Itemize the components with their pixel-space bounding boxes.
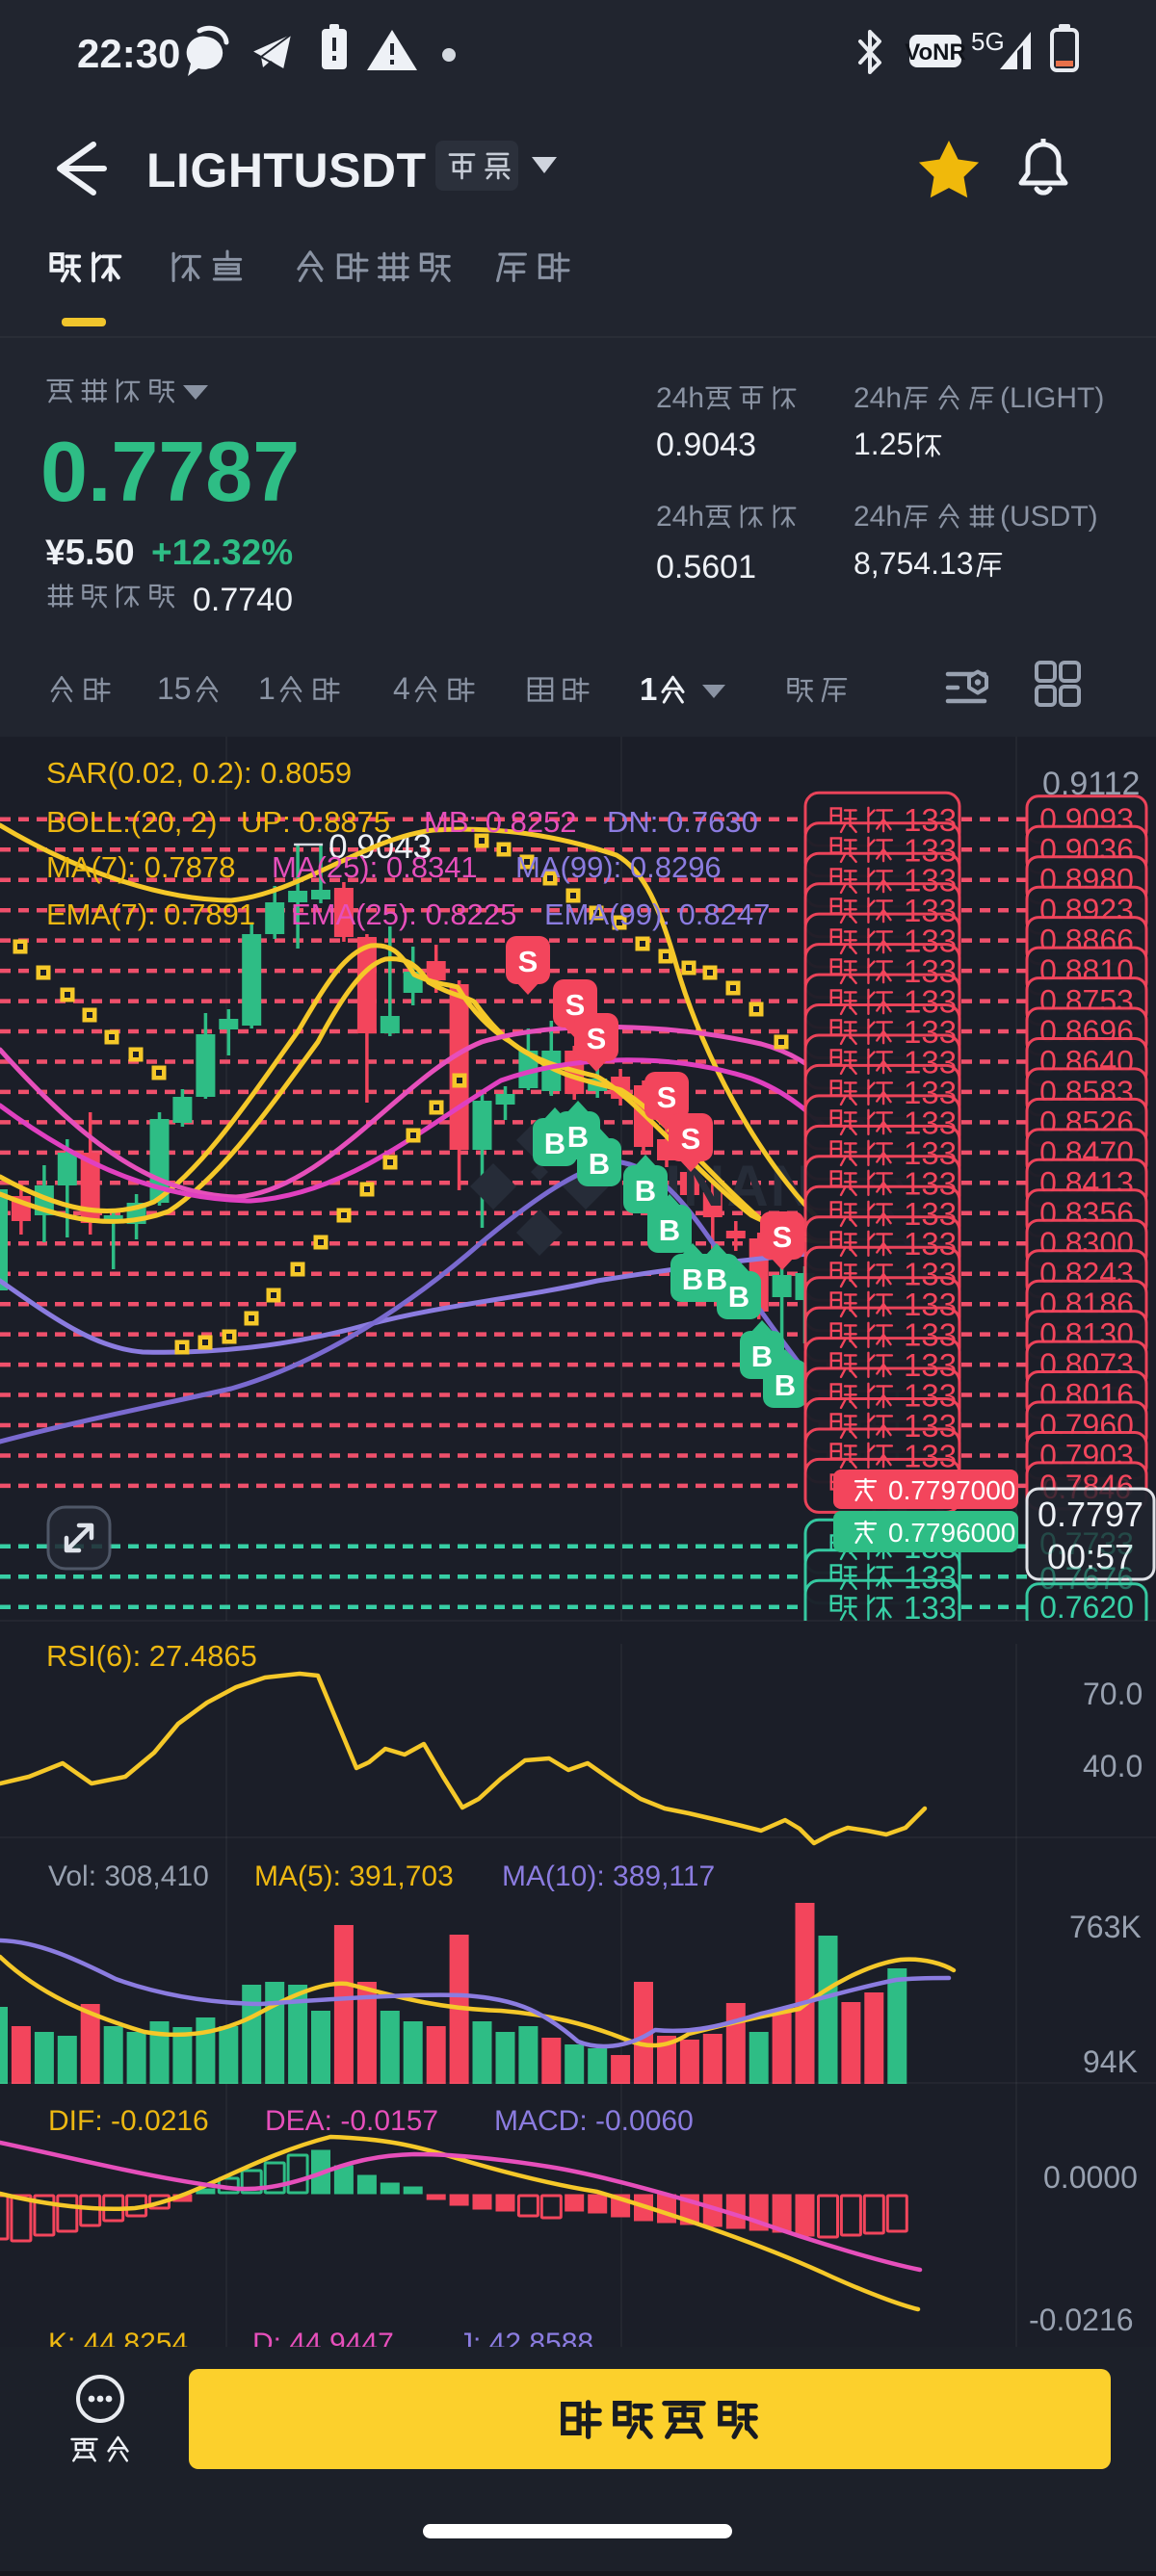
svg-text:0.7797000: 0.7797000 — [888, 1475, 1015, 1505]
svg-text:-0.0216: -0.0216 — [1029, 2303, 1134, 2337]
svg-text:B: B — [682, 1262, 703, 1296]
svg-text:MA(99): 0.8296: MA(99): 0.8296 — [515, 850, 722, 884]
svg-text:UP: 0.8875: UP: 0.8875 — [241, 805, 390, 839]
svg-text:133: 133 — [904, 924, 957, 959]
svg-text:133: 133 — [904, 984, 957, 1020]
svg-text:S: S — [657, 1080, 677, 1114]
svg-text:LIGHTUSDT: LIGHTUSDT — [146, 143, 427, 197]
svg-text:24h: 24h — [656, 501, 704, 533]
svg-text:133: 133 — [904, 1347, 957, 1383]
svg-text:0.9043: 0.9043 — [656, 427, 756, 463]
svg-text:S: S — [587, 1022, 607, 1055]
svg-text:MA(5): 391,703: MA(5): 391,703 — [254, 1860, 454, 1892]
svg-text:DIF: -0.0216: DIF: -0.0216 — [48, 2105, 209, 2137]
svg-text:133: 133 — [904, 1014, 957, 1050]
svg-text:24h: 24h — [854, 382, 902, 414]
svg-text:5G: 5G — [971, 27, 1005, 56]
svg-text:70.0: 70.0 — [1083, 1677, 1143, 1711]
svg-text:0.7846: 0.7846 — [1042, 1473, 1131, 1505]
svg-text:S: S — [681, 1122, 701, 1156]
svg-text:133: 133 — [904, 1196, 957, 1232]
svg-text:0.7620: 0.7620 — [1039, 1590, 1134, 1625]
svg-text:94K: 94K — [1083, 2044, 1138, 2079]
svg-text:133: 133 — [904, 1590, 957, 1626]
svg-text:MACD: -0.0060: MACD: -0.0060 — [494, 2105, 694, 2137]
svg-text:S: S — [773, 1220, 793, 1254]
svg-text:40.0: 40.0 — [1083, 1749, 1143, 1783]
svg-text:133: 133 — [904, 1438, 957, 1473]
svg-text:133: 133 — [904, 832, 957, 868]
svg-text:22:30: 22:30 — [77, 31, 180, 76]
svg-text:133: 133 — [904, 1135, 957, 1171]
svg-text:+12.32%: +12.32% — [151, 533, 293, 572]
svg-text:133: 133 — [904, 863, 957, 898]
svg-text:EMA(99): 0.8247: EMA(99): 0.8247 — [544, 898, 770, 931]
svg-text:EMA(7): 0.7891: EMA(7): 0.7891 — [46, 898, 255, 931]
svg-text:133: 133 — [904, 1044, 957, 1080]
svg-text:0.7740: 0.7740 — [193, 582, 293, 618]
svg-text:Vol: 308,410: Vol: 308,410 — [48, 1860, 209, 1892]
svg-text:763K: 763K — [1069, 1910, 1142, 1944]
svg-text:24h: 24h — [854, 501, 902, 533]
svg-text:15: 15 — [157, 671, 192, 706]
svg-text:0.7733: 0.7733 — [1039, 1526, 1134, 1561]
svg-text:MA(10): 389,117: MA(10): 389,117 — [502, 1860, 715, 1892]
svg-text:(LIGHT): (LIGHT) — [1000, 382, 1104, 414]
svg-text:0.5601: 0.5601 — [656, 549, 756, 585]
svg-text:B: B — [751, 1340, 773, 1373]
svg-text:VoNR: VoNR — [905, 39, 966, 65]
svg-text:B: B — [544, 1127, 565, 1160]
svg-text:RSI(6): 27.4865: RSI(6): 27.4865 — [46, 1639, 257, 1673]
svg-text:133: 133 — [904, 1075, 957, 1110]
svg-text:B: B — [659, 1213, 680, 1247]
svg-text:133: 133 — [904, 1317, 957, 1353]
svg-text:133: 133 — [904, 1105, 957, 1140]
svg-text:0.7796000: 0.7796000 — [888, 1518, 1015, 1548]
svg-text:DEA: -0.0157: DEA: -0.0157 — [265, 2105, 438, 2137]
svg-text:0.7797: 0.7797 — [1038, 1495, 1143, 1534]
svg-text:133: 133 — [904, 1378, 957, 1414]
svg-text:S: S — [565, 988, 586, 1022]
svg-text:4: 4 — [393, 671, 410, 706]
svg-text:00:57: 00:57 — [1047, 1537, 1134, 1576]
svg-text:B: B — [589, 1147, 610, 1181]
svg-text:MA(7): 0.7878: MA(7): 0.7878 — [46, 850, 235, 884]
svg-text:24h: 24h — [656, 382, 704, 414]
svg-text:B: B — [635, 1174, 656, 1208]
svg-text:133: 133 — [904, 1408, 957, 1444]
svg-text:¥5.50: ¥5.50 — [45, 533, 135, 572]
svg-text:MB: 0.8252: MB: 0.8252 — [424, 805, 577, 839]
svg-text:1: 1 — [640, 671, 657, 707]
svg-text:S: S — [518, 945, 539, 978]
svg-text:(USDT): (USDT) — [1000, 501, 1098, 533]
svg-text:1.25: 1.25 — [854, 427, 913, 461]
svg-text:MA(25): 0.8341: MA(25): 0.8341 — [272, 850, 478, 884]
svg-text:133: 133 — [904, 1287, 957, 1322]
svg-text:133: 133 — [904, 802, 957, 838]
svg-text:133: 133 — [904, 893, 957, 928]
svg-text:B: B — [567, 1120, 589, 1154]
svg-text:133: 133 — [904, 1226, 957, 1262]
svg-text:133: 133 — [904, 1559, 957, 1595]
svg-text:BOLL:(20, 2): BOLL:(20, 2) — [46, 805, 217, 839]
svg-text:0.0000: 0.0000 — [1043, 2160, 1138, 2195]
svg-text:1: 1 — [258, 671, 276, 706]
svg-text:EMA(25): 0.8225: EMA(25): 0.8225 — [291, 898, 516, 931]
svg-text:133: 133 — [904, 953, 957, 989]
svg-text:B: B — [775, 1368, 796, 1402]
svg-text:DN: 0.7630: DN: 0.7630 — [607, 805, 758, 839]
svg-text:B: B — [706, 1262, 727, 1296]
svg-text:0.7787: 0.7787 — [40, 424, 300, 519]
svg-text:B: B — [728, 1280, 749, 1314]
svg-text:SAR(0.02, 0.2): 0.8059: SAR(0.02, 0.2): 0.8059 — [46, 756, 352, 790]
svg-text:133: 133 — [904, 1257, 957, 1292]
svg-text:0.7676: 0.7676 — [1039, 1561, 1134, 1596]
svg-text:8,754.13: 8,754.13 — [854, 546, 974, 581]
svg-text:133: 133 — [904, 1165, 957, 1201]
